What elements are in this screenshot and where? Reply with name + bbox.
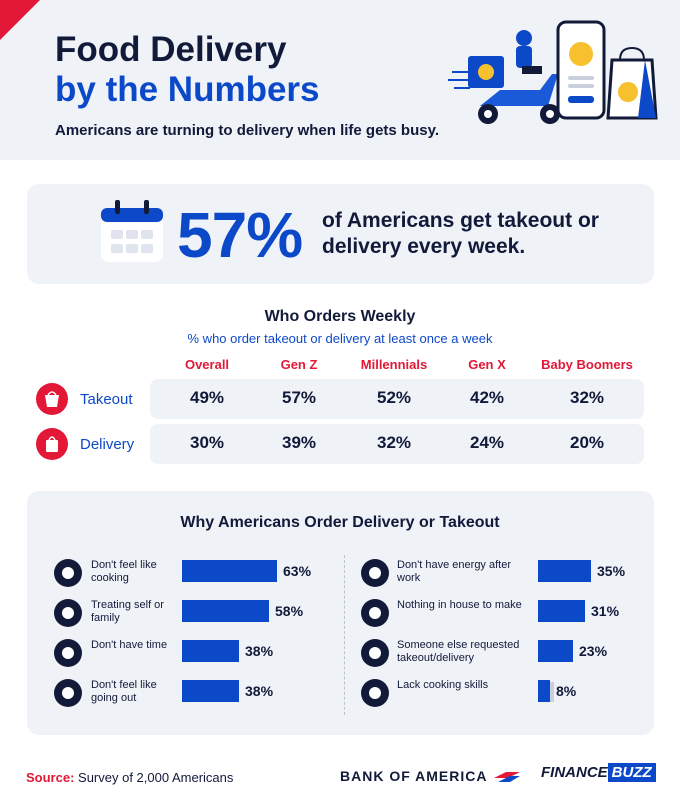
footer <box>0 750 680 806</box>
reason-bar <box>538 600 585 622</box>
headline-text: of Americans get takeout or delivery eve… <box>322 209 599 258</box>
delivery-scooter-illustration <box>448 20 658 124</box>
weekly-section-subtitle: % who order takeout or delivery at least… <box>187 331 493 346</box>
col-header-millennials: Millennials <box>360 357 428 372</box>
table-cell: 52% <box>376 388 412 407</box>
brand-name: BANK OF AMERICA <box>340 768 487 784</box>
reason-value: 38% <box>245 683 274 699</box>
chef-hat-icon <box>361 679 389 707</box>
reason-label: Treating self or family <box>91 599 164 624</box>
reason-label: Don't feel like going out <box>91 679 157 704</box>
row-label-delivery: Delivery <box>80 436 135 453</box>
table-cell: 24% <box>469 433 505 452</box>
col-header-genx: Gen X <box>468 357 506 372</box>
brand-part1: FINANCE <box>541 764 608 781</box>
stat-card: 57% of Americans get takeout or delivery… <box>27 184 654 284</box>
low-battery-icon <box>361 559 389 587</box>
reason-bar <box>182 560 277 582</box>
source-text: Survey of 2,000 Americans <box>78 770 234 785</box>
hourglass-icon <box>54 639 82 667</box>
table-cell: 39% <box>281 433 317 452</box>
col-header-boomers: Baby Boomers <box>541 357 633 372</box>
brand-part2: BUZZ <box>607 763 656 782</box>
reason-value: 23% <box>579 643 608 659</box>
fridge-icon <box>361 599 389 627</box>
reason-bar <box>538 560 591 582</box>
reason-bar <box>538 640 573 662</box>
col-header-genz: Gen Z <box>280 357 318 372</box>
takeout-box-icon <box>36 383 68 415</box>
speech-bubble-icon <box>361 639 389 667</box>
reason-value: 8% <box>556 683 577 699</box>
reason-bar <box>538 680 550 702</box>
flag-icon <box>493 772 520 783</box>
house-icon <box>54 679 82 707</box>
reason-label: Nothing in house to make <box>397 599 522 611</box>
bank-of-america-logo: BANK OF AMERICA <box>340 768 522 784</box>
reason-value: 38% <box>245 643 274 659</box>
cupcake-icon <box>54 599 82 627</box>
column-divider <box>344 555 345 715</box>
financebuzz-logo: FINANCE BUZZ <box>541 763 656 782</box>
source-note: Source: Survey of 2,000 Americans <box>26 770 233 785</box>
table-cell: 32% <box>376 433 412 452</box>
headline-percent: 57% <box>177 199 303 271</box>
row-label-takeout: Takeout <box>80 391 133 408</box>
table-cell: 20% <box>569 433 605 452</box>
reason-bar <box>182 680 239 702</box>
reason-label: Don't have energy after work <box>397 559 512 584</box>
source-label: Source: <box>26 770 75 785</box>
page-subtitle: Americans are turning to delivery when l… <box>55 122 439 139</box>
reason-label: Someone else requested takeout/delivery <box>397 639 520 664</box>
weekly-section-title: Who Orders Weekly <box>264 308 416 325</box>
reason-value: 31% <box>591 603 620 619</box>
table-cell: 30% <box>189 433 225 452</box>
reason-value: 58% <box>275 603 304 619</box>
reason-bar <box>182 600 269 622</box>
pot-icon <box>54 559 82 587</box>
page-title-line1: Food Delivery <box>55 30 287 69</box>
reason-value: 35% <box>597 563 626 579</box>
col-header-overall: Overall <box>184 357 230 372</box>
reason-label: Don't have time <box>91 639 168 651</box>
table-cell: 42% <box>469 388 505 407</box>
table-cell: 49% <box>189 388 225 407</box>
table-cell: 32% <box>569 388 605 407</box>
page-title-line2: by the Numbers <box>55 70 320 109</box>
table-cell: 57% <box>281 388 317 407</box>
table-row-delivery: 30% 39% 32% 24% 20% <box>150 424 644 464</box>
reason-label: Lack cooking skills <box>397 679 489 691</box>
reasons-section-title: Why Americans Order Delivery or Takeout <box>180 514 500 531</box>
table-row-takeout: 49% 57% 52% 42% 32% <box>150 379 644 419</box>
reason-bar <box>182 640 239 662</box>
reason-value: 63% <box>283 563 312 579</box>
calendar-icon <box>101 200 163 262</box>
shopping-bag-icon <box>36 428 68 460</box>
reason-label: Don't feel like cooking <box>91 559 157 584</box>
corner-accent <box>0 0 40 40</box>
